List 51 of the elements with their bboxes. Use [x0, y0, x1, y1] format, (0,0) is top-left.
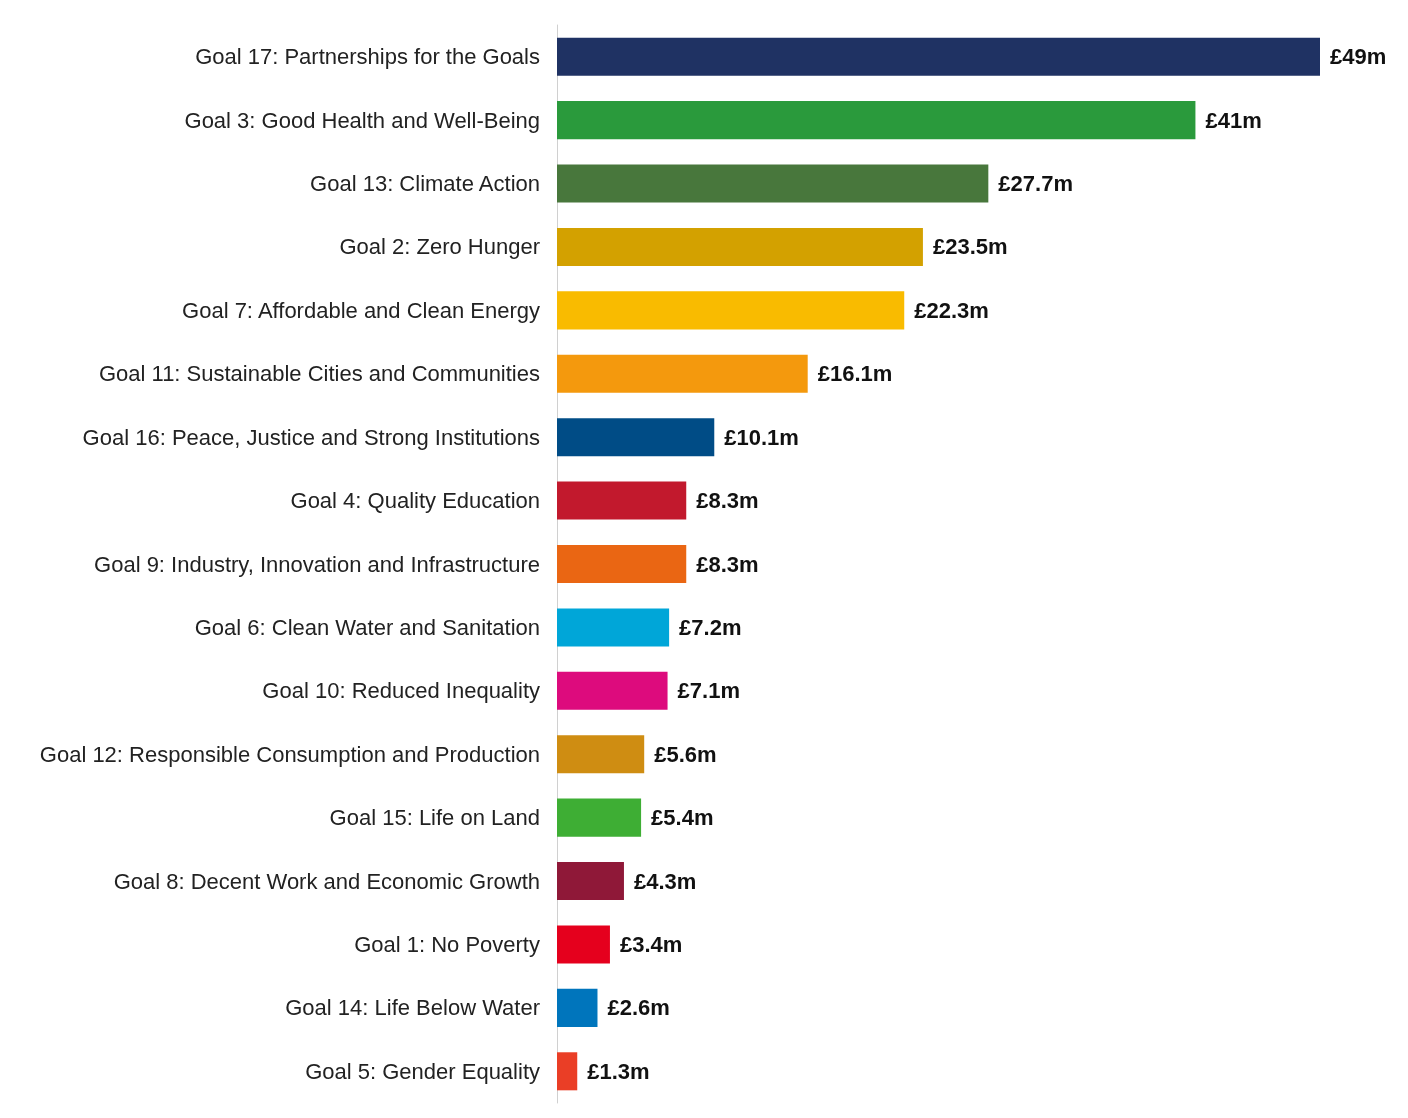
- data-label: £5.6m: [654, 741, 717, 767]
- data-label: £10.1m: [724, 424, 799, 450]
- bar: [557, 291, 905, 330]
- y-tick-label: Goal 11: Sustainable Cities and Communities: [98, 361, 540, 387]
- bar: [557, 1052, 578, 1091]
- y-tick-label: Goal 4: Quality Education: [290, 488, 540, 514]
- data-label: £5.4m: [651, 805, 714, 831]
- y-tick-label: Goal 10: Reduced Inequality: [262, 678, 540, 704]
- bar: [557, 798, 642, 837]
- data-label: £41m: [1205, 107, 1262, 133]
- data-label: £1.3m: [587, 1058, 650, 1084]
- y-tick-label: Goal 7: Affordable and Clean Energy: [182, 297, 540, 323]
- bar: [557, 227, 923, 266]
- bar: [557, 37, 1320, 76]
- y-tick-label: Goal 16: Peace, Justice and Strong Institutions: [82, 424, 540, 450]
- y-tick-label: Goal 2: Zero Hunger: [339, 234, 540, 260]
- data-label: £2.6m: [607, 995, 670, 1021]
- bar: [557, 101, 1196, 140]
- bar: [557, 608, 670, 647]
- y-tick-label: Goal 8: Decent Work and Economic Growth: [113, 868, 540, 894]
- bar: [557, 671, 668, 710]
- y-tick-label: Goal 9: Industry, Innovation and Infrastructure: [94, 551, 540, 577]
- data-label: £8.3m: [696, 551, 759, 577]
- bar: [557, 735, 645, 774]
- data-label: £23.5m: [932, 234, 1008, 260]
- bar: [557, 418, 715, 457]
- bar: [557, 862, 624, 901]
- data-label: £49m: [1330, 44, 1387, 70]
- bar: [557, 354, 808, 393]
- data-label: £8.3m: [696, 488, 759, 514]
- data-label: £16.1m: [817, 361, 893, 387]
- bar: [557, 164, 989, 203]
- y-tick-label: Goal 1: No Poverty: [354, 931, 540, 957]
- y-tick-label: Goal 14: Life Below Water: [285, 995, 540, 1021]
- y-tick-label: Goal 12: Responsible Consumption and Production: [39, 741, 540, 767]
- bar: [557, 544, 687, 584]
- bar: [557, 988, 598, 1027]
- y-tick-label: Goal 5: Gender Equality: [305, 1058, 540, 1084]
- y-tick-label: Goal 17: Partnerships for the Goals: [195, 44, 540, 70]
- y-tick-label: Goal 13: Climate Action: [310, 171, 540, 197]
- data-label: £4.3m: [633, 868, 697, 894]
- data-label: £7.1m: [677, 678, 740, 704]
- bar: [557, 925, 610, 964]
- bar: [557, 481, 687, 520]
- data-label: £7.2m: [679, 614, 742, 640]
- data-label: £3.4m: [619, 931, 683, 957]
- data-label: £27.7m: [998, 171, 1073, 197]
- data-label: £22.3m: [914, 297, 989, 323]
- y-tick-label: Goal 6: Clean Water and Sanitation: [194, 614, 540, 640]
- y-tick-label: Goal 3: Good Health and Well-Being: [184, 107, 540, 133]
- y-tick-label: Goal 15: Life on Land: [329, 805, 540, 831]
